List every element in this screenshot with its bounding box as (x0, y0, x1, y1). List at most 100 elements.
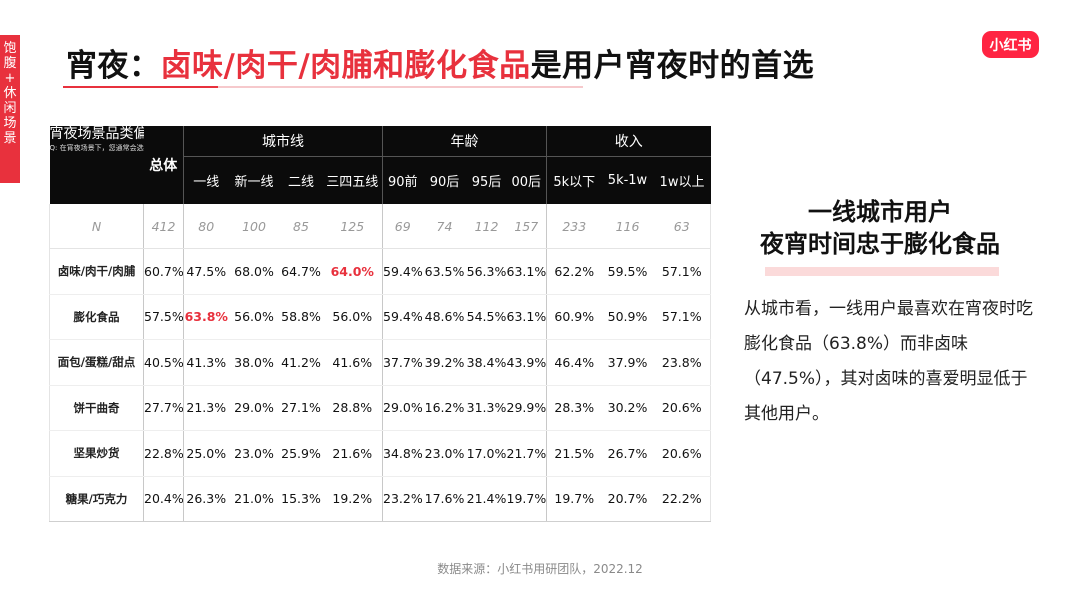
data-source-note: 数据来源：小红书用研团队，2022.12 (437, 562, 643, 576)
sample-size-cell: 233 (546, 204, 602, 249)
value-cell: 23.8% (653, 339, 711, 386)
value-cell: 21.4% (466, 476, 507, 522)
value-cell: 25.0% (183, 430, 229, 477)
column-header: 90后 (422, 156, 467, 204)
value-cell: 21.5% (546, 430, 602, 477)
value-cell: 40.5% (143, 339, 184, 386)
insight-heading-line1: 一线城市用户 (808, 198, 952, 226)
page-title: 宵夜：卤味/肉干/肉脯和膨化食品是用户宵夜时的首选 (66, 40, 814, 85)
group-header-city: 城市线 (183, 126, 383, 157)
row-label: 膨化食品 (49, 294, 144, 340)
value-cell: 20.6% (653, 385, 711, 431)
sample-size-cell: 63 (653, 204, 711, 249)
value-cell: 63.1% (506, 294, 547, 340)
table-row: 饼干曲奇 27.7% 21.3% 29.0% 27.1% 28.8% 29.0% 16.2% 3… (49, 385, 711, 431)
row-label: 面包/蛋糕/甜点 (49, 339, 144, 386)
sample-size-cell: 116 (601, 204, 654, 249)
column-header: 1w以上 (653, 156, 711, 204)
side-tab-char: 饱 (3, 41, 17, 56)
group-header-income: 收入 (546, 126, 711, 157)
value-cell: 23.0% (228, 430, 280, 477)
value-cell: 19.7% (546, 476, 602, 522)
value-cell: 41.3% (183, 339, 229, 386)
table-row: 坚果炒货 22.8% 25.0% 23.0% 25.9% 21.6% 34.8% 23.0% 1… (49, 430, 711, 477)
table-row: 卤味/肉干/肉脯 60.7% 47.5% 68.0% 64.7% 64.0% 59.4% 63… (49, 248, 711, 295)
title-highlight: 卤味/肉干/肉脯和膨化食品 (160, 48, 531, 84)
table-row: 糖果/巧克力 20.4% 26.3% 21.0% 15.3% 19.2% 23.2% 17.6… (49, 476, 711, 522)
side-section-tab: 饱 腹 + 休 闲 场 景 (0, 35, 20, 183)
value-cell: 54.5% (466, 294, 507, 340)
table-corner-header: 宵夜场景品类偏好 Q: 在宵夜场景下，您通常会选择吃什么样的零食？ (49, 126, 144, 204)
side-tab-char: 场 (3, 116, 17, 131)
side-tab-char: 景 (3, 131, 17, 146)
value-cell: 27.1% (279, 385, 323, 431)
value-cell: 57.5% (143, 294, 184, 340)
value-cell: 25.9% (279, 430, 323, 477)
corner-title: 宵夜场景品类偏好 (49, 126, 144, 142)
value-cell: 29.0% (228, 385, 280, 431)
value-cell: 48.6% (422, 294, 467, 340)
sample-size-cell: 69 (382, 204, 423, 249)
value-cell: 22.8% (143, 430, 184, 477)
sample-size-cell: 412 (143, 204, 184, 249)
value-cell: 50.9% (601, 294, 654, 340)
value-cell: 41.2% (279, 339, 323, 386)
value-cell: 56.0% (322, 294, 383, 340)
value-cell: 59.4% (382, 294, 423, 340)
value-cell: 57.1% (653, 248, 711, 295)
value-cell: 23.0% (422, 430, 467, 477)
value-cell: 47.5% (183, 248, 229, 295)
value-cell: 21.0% (228, 476, 280, 522)
title-prefix: 宵夜： (66, 48, 161, 84)
value-cell: 28.3% (546, 385, 602, 431)
column-header: 00后 (506, 156, 547, 204)
sample-size-cell: 80 (183, 204, 229, 249)
sample-size-cell: 125 (322, 204, 383, 249)
value-cell: 20.4% (143, 476, 184, 522)
column-header: 5k-1w (601, 156, 654, 204)
column-header: 90前 (382, 156, 423, 204)
sample-size-cell: 74 (422, 204, 467, 249)
corner-question: Q: 在宵夜场景下，您通常会选择吃什么样的零食？ (49, 144, 144, 152)
sample-size-cell: 157 (506, 204, 547, 249)
value-cell: 21.7% (506, 430, 547, 477)
column-header: 二线 (279, 156, 323, 204)
value-cell: 63.8% (183, 294, 229, 340)
value-cell: 59.4% (382, 248, 423, 295)
title-suffix: 是用户宵夜时的首选 (530, 48, 815, 84)
value-cell: 41.6% (322, 339, 383, 386)
value-cell: 62.2% (546, 248, 602, 295)
brand-logo: 小红书 (982, 31, 1039, 58)
insight-heading-bar (765, 267, 999, 276)
side-tab-char: + (4, 71, 16, 86)
value-cell: 63.1% (506, 248, 547, 295)
row-label: 卤味/肉干/肉脯 (49, 248, 144, 295)
value-cell: 26.7% (601, 430, 654, 477)
value-cell: 46.4% (546, 339, 602, 386)
sample-size-cell: 85 (279, 204, 323, 249)
value-cell: 43.9% (506, 339, 547, 386)
total-column-header: 总体 (143, 126, 184, 204)
value-cell: 29.0% (382, 385, 423, 431)
value-cell: 58.8% (279, 294, 323, 340)
preference-table: 宵夜场景品类偏好 Q: 在宵夜场景下，您通常会选择吃什么样的零食？ 总体 城市线… (49, 126, 711, 522)
row-label: 饼干曲奇 (49, 385, 144, 431)
value-cell: 57.1% (653, 294, 711, 340)
value-cell: 38.4% (466, 339, 507, 386)
column-header: 5k以下 (546, 156, 602, 204)
insight-heading-line2: 夜宵时间忠于膨化食品 (760, 230, 1000, 258)
value-cell: 26.3% (183, 476, 229, 522)
table-row: 面包/蛋糕/甜点 40.5% 41.3% 38.0% 41.2% 41.6% 37.7% 39… (49, 339, 711, 386)
value-cell: 59.5% (601, 248, 654, 295)
value-cell: 56.0% (228, 294, 280, 340)
sample-size-label: N (49, 204, 144, 249)
value-cell: 64.0% (322, 248, 383, 295)
value-cell: 60.9% (546, 294, 602, 340)
value-cell: 29.9% (506, 385, 547, 431)
sample-size-cell: 100 (228, 204, 280, 249)
value-cell: 64.7% (279, 248, 323, 295)
title-underline (63, 86, 583, 88)
value-cell: 38.0% (228, 339, 280, 386)
value-cell: 68.0% (228, 248, 280, 295)
side-tab-char: 腹 (3, 56, 17, 71)
